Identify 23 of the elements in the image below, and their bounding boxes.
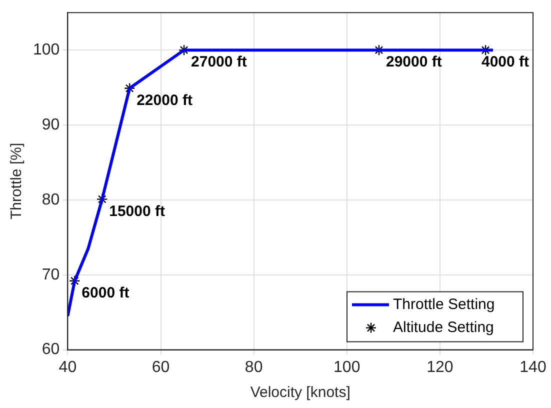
annotation: 22000 ft xyxy=(136,92,192,109)
y-tick-label: 90 xyxy=(42,116,60,134)
legend-label: Throttle Setting xyxy=(393,296,495,313)
y-tick-label: 100 xyxy=(32,41,60,58)
y-tick-label: 60 xyxy=(42,341,60,358)
x-tick-label: 140 xyxy=(520,358,546,376)
x-axis-title: Velocity [knots] xyxy=(250,384,350,402)
legend-label: Altitude Setting xyxy=(393,318,494,336)
point xyxy=(69,275,80,286)
annotation: 4000 ft xyxy=(481,54,530,71)
y-tick-label: 80 xyxy=(42,191,60,208)
x-tick-label: 80 xyxy=(244,358,263,376)
point xyxy=(96,194,108,205)
x-tick-label: 40 xyxy=(58,358,77,376)
x-tick-label: 100 xyxy=(334,358,360,376)
annotation: 29000 ft xyxy=(386,54,442,71)
x-tick-label: 120 xyxy=(426,358,454,376)
annotation: 15000 ft xyxy=(109,202,166,220)
y-tick-label: 70 xyxy=(42,266,60,284)
x-tick-label: 60 xyxy=(152,358,170,376)
annotation: 6000 ft xyxy=(82,284,130,302)
annotation: 27000 ft xyxy=(191,54,247,71)
y-axis-title: Throttle [%] xyxy=(8,142,26,220)
